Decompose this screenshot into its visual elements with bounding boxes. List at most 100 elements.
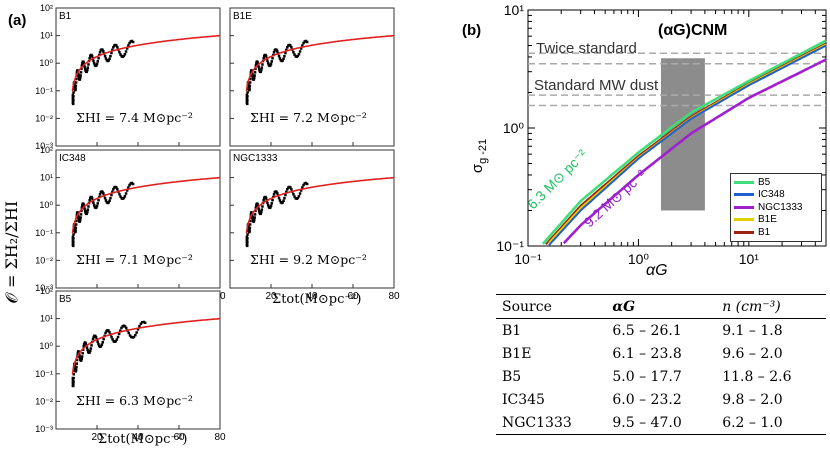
table-cell: B1: [502, 322, 522, 339]
model-curve: [71, 34, 221, 92]
x-axis-label-top: Σtot(M⊙pc⁻²): [272, 292, 362, 307]
table-cell: B1E: [502, 345, 532, 362]
table-cell: 6.1 – 23.8: [612, 345, 682, 362]
legend-item: IC348: [731, 189, 821, 202]
table-cell: IC345: [502, 391, 545, 408]
x-tick-label: 20: [91, 432, 103, 443]
chart-legend: B5 IC348 NGC1333 B1E B1: [730, 173, 822, 242]
y-tick-label: 10⁻¹: [35, 369, 53, 379]
subplot-name: B1: [59, 11, 72, 22]
table-cell: 5.0 – 17.7: [612, 368, 682, 385]
chart-title: (αG)CNM: [658, 22, 728, 39]
x-tick-label: 10⁻¹: [514, 251, 542, 267]
standard-mw-dust-label: Standard MW dust: [534, 77, 659, 94]
legend-swatch: [734, 218, 754, 222]
y-tick-label: 10¹: [504, 2, 525, 18]
chart-x-label: αG: [646, 262, 668, 279]
y-tick-label: 10⁰: [39, 200, 53, 210]
legend-swatch: [734, 193, 754, 197]
series-ngc1333: [562, 58, 827, 245]
legend-item: B1: [731, 226, 821, 239]
legend-label: IC348: [758, 189, 785, 201]
series-b5: [541, 39, 827, 245]
table-cell: 6.0 – 23.2: [612, 391, 682, 408]
x-tick-label: 10⁰: [628, 251, 650, 267]
subplot-name: IC348: [59, 153, 86, 164]
series-ic348: [548, 44, 827, 246]
subplot-name: NGC1333: [233, 153, 278, 164]
panel-a-label: (a): [8, 12, 27, 29]
x-tick-label: 20: [265, 291, 277, 302]
legend-label: NGC1333: [758, 201, 803, 213]
legend-label: B1E: [758, 214, 777, 226]
model-curve: [71, 317, 221, 375]
legend-item: NGC1333: [731, 201, 821, 214]
sigma-hi-label: ΣHI = 7.4 M⊙pc⁻²: [76, 110, 193, 125]
legend-item: B1E: [731, 214, 821, 227]
y-tick-label: 10⁻²: [35, 396, 53, 406]
twice-standard-label: Twice standard: [536, 40, 637, 57]
x-tick-label: 80: [388, 291, 400, 302]
y-tick-label: 10¹: [40, 31, 53, 41]
legend-label: B5: [758, 176, 771, 188]
y-tick-label: 10⁻³: [35, 283, 53, 293]
model-curve: [245, 176, 395, 234]
panel-b-label: (b): [462, 22, 482, 39]
subplot-b1e: [229, 7, 395, 147]
subplot-b1: 10² 10¹ 10⁰ 10⁻¹ 10⁻² 10⁻³: [35, 3, 221, 151]
sigma-hi-label: ΣHI = 9.2 M⊙pc⁻²: [250, 252, 367, 267]
table-cell: B5: [502, 368, 522, 385]
y-tick-label: 10²: [40, 145, 53, 155]
subplot-ngc1333: 20 40 60 80: [229, 149, 400, 302]
sigma-hi-label: ΣHI = 7.1 M⊙pc⁻²: [76, 252, 193, 267]
table-cell: 9.6 – 2.0: [722, 345, 783, 362]
source-table: Source αG n (cm⁻³) B1 6.5 – 26.1 9.1 – 1.8…: [496, 294, 826, 435]
y-tick-label: 10⁻²: [35, 113, 53, 123]
table-cell: 9.8 – 2.0: [722, 391, 783, 408]
table-cell: 9.1 – 1.8: [722, 322, 783, 339]
y-tick-label: 10⁻¹: [35, 86, 53, 96]
table-cell: NGC1333: [496, 411, 607, 435]
y-tick-label: 10⁻³: [35, 141, 53, 151]
legend-swatch: [734, 230, 754, 234]
x-tick-label: 40: [306, 291, 318, 302]
col-density: n (cm⁻³): [716, 294, 826, 319]
x-tick-label: 80: [214, 432, 226, 443]
y-tick-label: 10¹: [40, 314, 53, 324]
panel-a-plots: 10²10¹10⁰10⁻¹10⁻²10⁻³10²10¹10⁰10⁻¹10⁻²10…: [35, 3, 400, 443]
table-row: NGC1333 9.5 – 47.0 6.2 – 1.0: [496, 411, 826, 435]
x-tick-label: 40: [132, 432, 144, 443]
y-tick-label: 10⁰: [39, 341, 53, 351]
x-tick-label: 60: [347, 291, 359, 302]
x-axis-label-bottom: Σtot(M⊙pc⁻²): [98, 432, 188, 447]
sigma-hi-label: ΣHI = 6.3 M⊙pc⁻²: [76, 393, 193, 408]
chart-y-label: σg -21: [469, 138, 489, 174]
model-curve: [71, 176, 221, 234]
table-row: IC345 6.0 – 23.2 9.8 – 2.0: [496, 388, 826, 411]
y-tick-label: 10⁻¹: [35, 228, 53, 238]
model-curve: [245, 34, 395, 92]
y-tick-label: 10⁻³: [35, 424, 53, 434]
table-cell: 9.5 – 47.0: [606, 411, 717, 435]
sigma-hi-label: ΣHI = 7.2 M⊙pc⁻²: [250, 110, 367, 125]
table-cell: 11.8 – 2.6: [722, 368, 792, 385]
subplot-name: B1E: [233, 11, 252, 22]
y-tick-label: 10⁰: [503, 120, 525, 136]
legend-swatch: [734, 180, 754, 184]
table-row: B1 6.5 – 26.1 9.1 – 1.8: [496, 319, 826, 343]
y-tick-label: 10²: [40, 3, 53, 13]
y-tick-label: 10²: [40, 286, 53, 296]
y-tick-label: 10⁻¹: [496, 238, 524, 254]
legend-swatch: [734, 205, 754, 209]
table-row: B5 5.0 – 17.7 11.8 – 2.6: [496, 365, 826, 388]
table-row: B1E 6.1 – 23.8 9.6 – 2.0: [496, 342, 826, 365]
legend-label: B1: [758, 226, 771, 238]
x-tick-label: 10¹: [739, 251, 760, 267]
legend-item: B5: [731, 176, 821, 189]
x-tick-label: 60: [173, 432, 185, 443]
table-cell: 6.2 – 1.0: [716, 411, 826, 435]
table-cell: 6.5 – 26.1: [612, 322, 682, 339]
y-tick-label: 10¹: [40, 173, 53, 183]
subplot-b5: 10² 10¹ 10⁰ 10⁻¹ 10⁻² 10⁻³ 20 40 60 80: [35, 286, 226, 443]
